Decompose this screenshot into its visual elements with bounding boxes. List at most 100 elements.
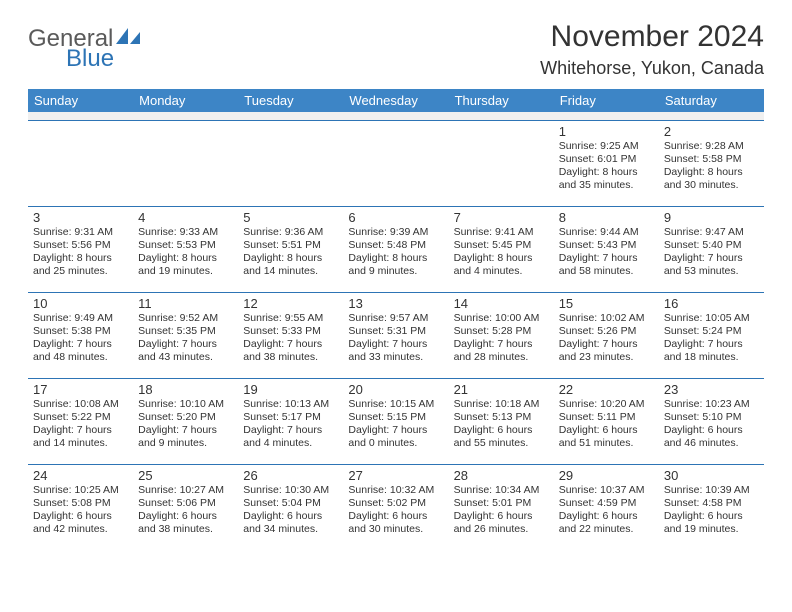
day-info: Sunrise: 10:15 AMSunset: 5:15 PMDaylight… [348,398,443,451]
day-number: 20 [348,382,443,397]
calendar-day-cell: 11Sunrise: 9:52 AMSunset: 5:35 PMDayligh… [133,292,238,378]
day-number: 7 [454,210,549,225]
day-info: Sunrise: 9:28 AMSunset: 5:58 PMDaylight:… [664,140,759,193]
day-number: 12 [243,296,338,311]
day-number: 17 [33,382,128,397]
day-number: 1 [559,124,654,139]
day-info: Sunrise: 9:57 AMSunset: 5:31 PMDaylight:… [348,312,443,365]
day-number: 18 [138,382,233,397]
day-info: Sunrise: 9:44 AMSunset: 5:43 PMDaylight:… [559,226,654,279]
header: General Blue November 2024 Whitehorse, Y… [28,20,764,79]
day-number: 15 [559,296,654,311]
calendar-day-cell: 3Sunrise: 9:31 AMSunset: 5:56 PMDaylight… [28,206,133,292]
calendar-day-cell: 28Sunrise: 10:34 AMSunset: 5:01 PMDaylig… [449,464,554,550]
calendar-day-cell [449,120,554,206]
day-info: Sunrise: 9:47 AMSunset: 5:40 PMDaylight:… [664,226,759,279]
day-info: Sunrise: 10:18 AMSunset: 5:13 PMDaylight… [454,398,549,451]
calendar-week-row: 3Sunrise: 9:31 AMSunset: 5:56 PMDaylight… [28,206,764,292]
day-info: Sunrise: 10:00 AMSunset: 5:28 PMDaylight… [454,312,549,365]
calendar-day-cell: 16Sunrise: 10:05 AMSunset: 5:24 PMDaylig… [659,292,764,378]
day-info: Sunrise: 10:32 AMSunset: 5:02 PMDaylight… [348,484,443,537]
calendar-day-cell: 23Sunrise: 10:23 AMSunset: 5:10 PMDaylig… [659,378,764,464]
day-number: 10 [33,296,128,311]
day-info: Sunrise: 9:49 AMSunset: 5:38 PMDaylight:… [33,312,128,365]
location: Whitehorse, Yukon, Canada [540,58,764,79]
logo: General Blue [28,20,142,71]
day-number: 6 [348,210,443,225]
day-number: 3 [33,210,128,225]
day-info: Sunrise: 10:39 AMSunset: 4:58 PMDaylight… [664,484,759,537]
weekday-header: Monday [133,89,238,112]
day-number: 2 [664,124,759,139]
calendar-day-cell: 24Sunrise: 10:25 AMSunset: 5:08 PMDaylig… [28,464,133,550]
day-number: 24 [33,468,128,483]
day-number: 5 [243,210,338,225]
day-info: Sunrise: 9:25 AMSunset: 6:01 PMDaylight:… [559,140,654,193]
weekday-header: Sunday [28,89,133,112]
day-info: Sunrise: 9:31 AMSunset: 5:56 PMDaylight:… [33,226,128,279]
calendar-day-cell: 8Sunrise: 9:44 AMSunset: 5:43 PMDaylight… [554,206,659,292]
calendar-day-cell: 14Sunrise: 10:00 AMSunset: 5:28 PMDaylig… [449,292,554,378]
day-number: 27 [348,468,443,483]
day-number: 8 [559,210,654,225]
calendar-day-cell: 2Sunrise: 9:28 AMSunset: 5:58 PMDaylight… [659,120,764,206]
day-number: 26 [243,468,338,483]
calendar-day-cell: 5Sunrise: 9:36 AMSunset: 5:51 PMDaylight… [238,206,343,292]
day-number: 14 [454,296,549,311]
calendar-day-cell: 27Sunrise: 10:32 AMSunset: 5:02 PMDaylig… [343,464,448,550]
day-number: 28 [454,468,549,483]
calendar-day-cell: 26Sunrise: 10:30 AMSunset: 5:04 PMDaylig… [238,464,343,550]
day-info: Sunrise: 10:05 AMSunset: 5:24 PMDaylight… [664,312,759,365]
calendar-day-cell: 20Sunrise: 10:15 AMSunset: 5:15 PMDaylig… [343,378,448,464]
day-info: Sunrise: 10:25 AMSunset: 5:08 PMDaylight… [33,484,128,537]
weekday-header-row: Sunday Monday Tuesday Wednesday Thursday… [28,89,764,112]
calendar-day-cell: 1Sunrise: 9:25 AMSunset: 6:01 PMDaylight… [554,120,659,206]
day-info: Sunrise: 10:27 AMSunset: 5:06 PMDaylight… [138,484,233,537]
day-number: 25 [138,468,233,483]
day-number: 19 [243,382,338,397]
calendar-day-cell: 15Sunrise: 10:02 AMSunset: 5:26 PMDaylig… [554,292,659,378]
weekday-header: Friday [554,89,659,112]
day-info: Sunrise: 9:39 AMSunset: 5:48 PMDaylight:… [348,226,443,279]
calendar-day-cell: 9Sunrise: 9:47 AMSunset: 5:40 PMDaylight… [659,206,764,292]
day-number: 30 [664,468,759,483]
weekday-header: Wednesday [343,89,448,112]
calendar-day-cell [28,120,133,206]
day-info: Sunrise: 10:30 AMSunset: 5:04 PMDaylight… [243,484,338,537]
calendar-day-cell: 18Sunrise: 10:10 AMSunset: 5:20 PMDaylig… [133,378,238,464]
calendar-day-cell: 25Sunrise: 10:27 AMSunset: 5:06 PMDaylig… [133,464,238,550]
day-info: Sunrise: 10:10 AMSunset: 5:20 PMDaylight… [138,398,233,451]
calendar-day-cell: 30Sunrise: 10:39 AMSunset: 4:58 PMDaylig… [659,464,764,550]
calendar-week-row: 17Sunrise: 10:08 AMSunset: 5:22 PMDaylig… [28,378,764,464]
logo-word-blue: Blue [28,47,142,71]
day-info: Sunrise: 10:34 AMSunset: 5:01 PMDaylight… [454,484,549,537]
calendar-day-cell: 13Sunrise: 9:57 AMSunset: 5:31 PMDayligh… [343,292,448,378]
day-info: Sunrise: 10:13 AMSunset: 5:17 PMDaylight… [243,398,338,451]
day-number: 4 [138,210,233,225]
month-title: November 2024 [540,20,764,54]
calendar-day-cell: 17Sunrise: 10:08 AMSunset: 5:22 PMDaylig… [28,378,133,464]
day-number: 29 [559,468,654,483]
calendar-day-cell: 10Sunrise: 9:49 AMSunset: 5:38 PMDayligh… [28,292,133,378]
day-number: 22 [559,382,654,397]
weekday-header: Thursday [449,89,554,112]
day-number: 21 [454,382,549,397]
day-number: 9 [664,210,759,225]
weekday-header: Saturday [659,89,764,112]
calendar-day-cell: 19Sunrise: 10:13 AMSunset: 5:17 PMDaylig… [238,378,343,464]
calendar-day-cell: 6Sunrise: 9:39 AMSunset: 5:48 PMDaylight… [343,206,448,292]
day-info: Sunrise: 10:08 AMSunset: 5:22 PMDaylight… [33,398,128,451]
weekday-header: Tuesday [238,89,343,112]
calendar-day-cell [133,120,238,206]
day-number: 23 [664,382,759,397]
calendar-week-row: 1Sunrise: 9:25 AMSunset: 6:01 PMDaylight… [28,120,764,206]
day-number: 16 [664,296,759,311]
day-number: 13 [348,296,443,311]
calendar-day-cell: 29Sunrise: 10:37 AMSunset: 4:59 PMDaylig… [554,464,659,550]
calendar-day-cell: 7Sunrise: 9:41 AMSunset: 5:45 PMDaylight… [449,206,554,292]
calendar-week-row: 10Sunrise: 9:49 AMSunset: 5:38 PMDayligh… [28,292,764,378]
day-info: Sunrise: 10:37 AMSunset: 4:59 PMDaylight… [559,484,654,537]
day-info: Sunrise: 10:23 AMSunset: 5:10 PMDaylight… [664,398,759,451]
calendar-day-cell: 4Sunrise: 9:33 AMSunset: 5:53 PMDaylight… [133,206,238,292]
calendar-day-cell [238,120,343,206]
